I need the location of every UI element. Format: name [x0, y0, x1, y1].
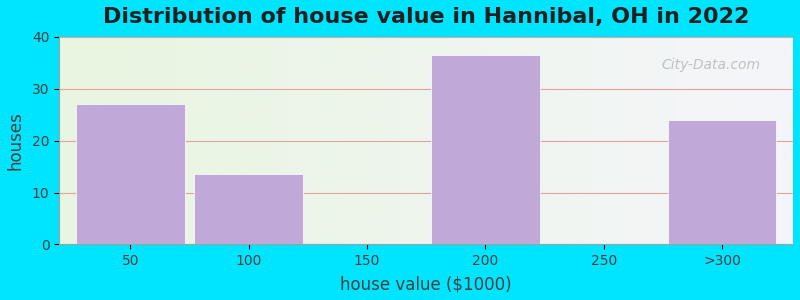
Y-axis label: houses: houses: [7, 111, 25, 170]
X-axis label: house value ($1000): house value ($1000): [340, 275, 512, 293]
Bar: [194, 174, 303, 244]
Title: Distribution of house value in Hannibal, OH in 2022: Distribution of house value in Hannibal,…: [103, 7, 750, 27]
Text: City-Data.com: City-Data.com: [661, 58, 760, 72]
Bar: [76, 104, 185, 244]
Bar: [667, 120, 777, 244]
Bar: [431, 55, 540, 244]
